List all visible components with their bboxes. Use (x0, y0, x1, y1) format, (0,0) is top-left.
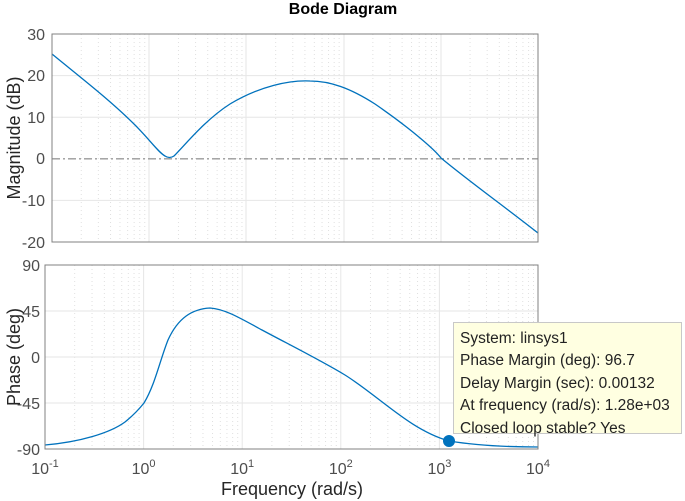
datatip-system: System: linsys1 (460, 330, 568, 347)
svg-text:102: 102 (329, 458, 353, 478)
frequency-xticks: 10-1 100 101 102 103 104 (31, 458, 550, 478)
magnitude-curve[interactable] (51, 53, 539, 234)
svg-text:101: 101 (230, 458, 254, 478)
svg-text:45: 45 (22, 304, 40, 321)
svg-text:103: 103 (427, 458, 451, 478)
svg-text:104: 104 (526, 458, 550, 478)
datatip-frequency: At frequency (rad/s): 1.28e+03 (460, 397, 670, 415)
svg-text:-20: -20 (22, 235, 45, 252)
phase-yticks: 90 45 0 -45 -90 (17, 258, 40, 459)
svg-text:0: 0 (31, 350, 40, 367)
svg-text:-45: -45 (17, 396, 40, 413)
magnitude-ylabel: Magnitude (dB) (4, 76, 24, 199)
svg-text:10-1: 10-1 (31, 458, 59, 478)
magnitude-axes[interactable] (51, 33, 539, 243)
datatip-phase-margin: Phase Margin (deg): 96.7 (460, 352, 635, 370)
frequency-xlabel: Frequency (rad/s) (221, 479, 363, 499)
phase-margin-marker[interactable] (443, 435, 455, 447)
svg-text:-10: -10 (22, 193, 45, 210)
svg-text:-90: -90 (17, 442, 40, 459)
svg-text:30: 30 (27, 27, 45, 44)
svg-text:0: 0 (36, 151, 45, 168)
phase-curve[interactable] (44, 307, 539, 448)
datatip-stability: Closed loop stable? Yes (460, 419, 626, 437)
svg-text:10: 10 (27, 110, 45, 127)
svg-text:100: 100 (132, 458, 156, 478)
datatip-delay-margin: Delay Margin (sec): 0.00132 (460, 374, 655, 392)
phase-ylabel: Phase (deg) (4, 308, 24, 406)
datatip[interactable]: System: linsys1 Phase Margin (deg): 96.7… (453, 322, 682, 437)
svg-text:20: 20 (27, 68, 45, 85)
magnitude-yticks: 30 20 10 0 -10 -20 (22, 27, 45, 252)
chart-title: Bode Diagram (289, 1, 397, 18)
svg-text:90: 90 (22, 258, 40, 275)
